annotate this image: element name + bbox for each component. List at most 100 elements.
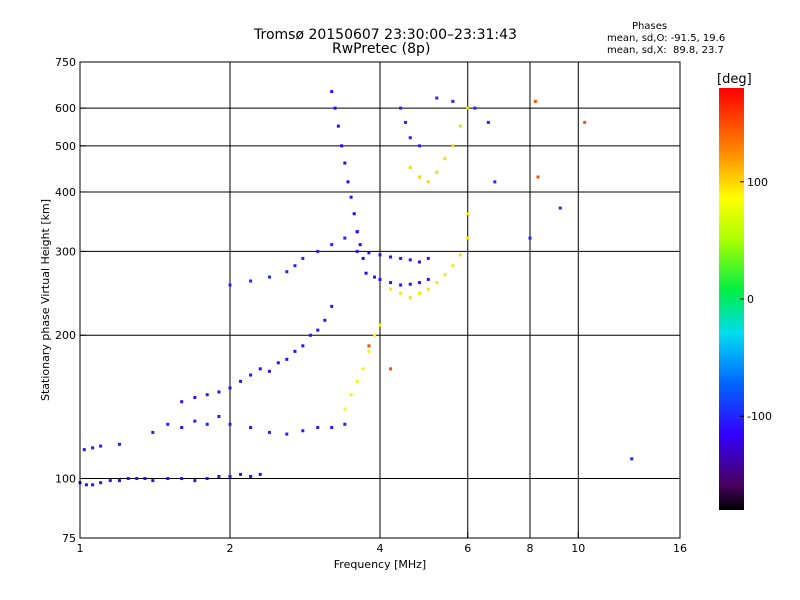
echo-point [330,304,334,308]
echo-point [399,283,403,287]
echo-point [316,425,320,429]
echo-point [389,281,393,285]
colorbar-tick-label: 0 [747,293,754,306]
echo-point [451,144,455,148]
echo-point [466,106,470,110]
x-axis-label: Frequency [MHz] [334,558,426,571]
echo-point [323,318,327,322]
colorbar-label: [deg] [717,72,752,87]
echo-point [180,425,184,429]
echo-point [258,367,262,371]
echo-point [343,161,347,165]
echo-point [228,474,232,478]
echo-point [258,472,262,476]
colorbar-ticks: 100 0 -100 [740,176,772,423]
echo-point [135,477,139,481]
echo-point [249,474,253,478]
echo-point [308,333,312,337]
echo-point [126,477,130,481]
y-tick-label: 75 [62,532,76,545]
echo-point [408,258,412,262]
echo-point [435,281,439,285]
echo-point [333,106,337,110]
echo-point [466,236,470,240]
echo-point [217,390,221,394]
x-tick-label: 6 [464,542,471,555]
echo-point [193,395,197,399]
echo-point [205,477,209,481]
echo-point [389,367,393,371]
echo-point [355,249,359,253]
grid-lines [80,62,680,538]
echo-point [228,283,232,287]
echo-point [417,291,421,295]
echo-point [399,291,403,295]
echo-point [417,260,421,264]
x-tick-label: 2 [227,542,234,555]
chart-subtitle: RwPretec (8p) [332,41,431,57]
echo-point [389,287,393,291]
echo-point [301,344,305,348]
x-tick-label: 10 [571,542,585,555]
echo-point [343,422,347,426]
echo-point [536,175,540,179]
echo-point [285,432,289,436]
echo-point [399,256,403,260]
echo-point [267,369,271,373]
echo-point [205,422,209,426]
echo-point [373,275,377,279]
echo-point [228,422,232,426]
echo-point [340,144,344,148]
echo-point [466,212,470,216]
echo-point [193,419,197,423]
echo-point [426,256,430,260]
echo-point [361,256,365,260]
echo-point [84,483,88,487]
echo-point [451,264,455,268]
x-tick-label: 8 [527,542,534,555]
echo-point [180,400,184,404]
echo-point [458,124,462,128]
echo-point [249,279,253,283]
y-axis-label: Stationary phase Virtual Height [km] [39,199,52,401]
echo-point [403,120,407,124]
y-tick-label: 500 [55,140,76,153]
echo-point [151,479,155,483]
echo-point [349,195,353,199]
y-tick-label: 400 [55,186,76,199]
echo-point [166,422,170,426]
echo-point [408,166,412,170]
echo-point [293,349,297,353]
echo-point [249,373,253,377]
echo-point [493,180,497,184]
echo-point [267,430,271,434]
echo-point [108,479,112,483]
echo-point [435,170,439,174]
echo-point [426,277,430,281]
x-axis-ticks: 1 2 4 6 8 10 16 [77,532,687,555]
echo-point [426,180,430,184]
echo-point [343,407,347,411]
echo-point [378,253,382,257]
echo-point [249,425,253,429]
echo-point [343,236,347,240]
echo-point [355,230,359,234]
echo-point [117,479,121,483]
echo-point [408,296,412,300]
colorbar-tick-label: 100 [747,176,768,189]
phase-stats-o: mean, sd,O: -91.5, 19.6 [607,33,726,44]
echo-point [151,430,155,434]
echo-point [486,120,490,124]
echo-point [358,243,362,247]
echo-point [558,206,562,210]
y-tick-label: 600 [55,102,76,115]
y-tick-label: 200 [55,329,76,342]
echo-point [166,477,170,481]
echo-point [205,393,209,397]
echo-point [426,287,430,291]
phase-stats-heading: Phases [632,21,668,32]
x-tick-label: 4 [377,542,384,555]
echo-point [193,479,197,483]
echo-point [239,379,243,383]
